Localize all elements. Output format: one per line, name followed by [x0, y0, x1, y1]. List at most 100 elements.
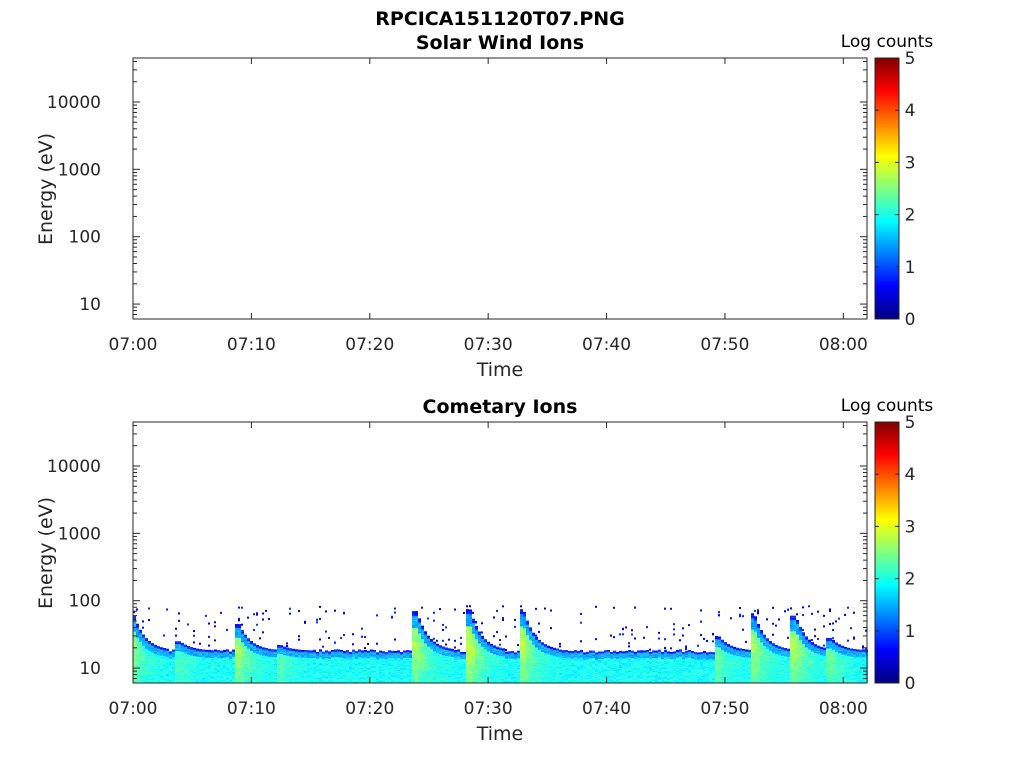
- heatmap-cell: [361, 654, 364, 656]
- heatmap-cell: [451, 677, 454, 679]
- heatmap-cell: [166, 666, 169, 669]
- heatmap-cell: [523, 661, 526, 665]
- heatmap-cell: [376, 663, 379, 665]
- heatmap-cell: [481, 645, 484, 647]
- heatmap-cell: [349, 672, 352, 674]
- heatmap-cell: [313, 666, 316, 668]
- heatmap-cell: [547, 646, 550, 649]
- heatmap-cell: [463, 657, 466, 659]
- heatmap-cell: [199, 655, 202, 658]
- heatmap-cell: [586, 659, 589, 661]
- heatmap-cell: [466, 611, 469, 615]
- heatmap-cell: [403, 655, 406, 658]
- heatmap-cell: [142, 642, 145, 645]
- heatmap-cell: [565, 673, 568, 675]
- heatmap-cell: [211, 672, 214, 674]
- heatmap-cell: [268, 665, 271, 668]
- heatmap-cell: [373, 675, 376, 677]
- heatmap-cell: [208, 671, 211, 674]
- heatmap-cell: [322, 661, 325, 663]
- heatmap-cell: [592, 679, 595, 681]
- heatmap-cell: [379, 650, 382, 652]
- heatmap-cell: [553, 651, 556, 653]
- heatmap-cell: [304, 676, 307, 678]
- heatmap-cell: [445, 653, 448, 655]
- heatmap-cell: [139, 649, 142, 652]
- heatmap-cell: [496, 659, 499, 662]
- heatmap-cell: [256, 677, 259, 680]
- heatmap-cell: [517, 678, 520, 680]
- heatmap-cell: [496, 667, 499, 669]
- heatmap-cell: [604, 669, 607, 672]
- heatmap-cell: [169, 651, 172, 653]
- heatmap-cell: [265, 656, 268, 658]
- heatmap-cell: [148, 663, 151, 665]
- heatmap-cell: [334, 650, 337, 652]
- heatmap-cell: [349, 664, 352, 666]
- heatmap-cell: [586, 667, 589, 669]
- heatmap-cell: [523, 628, 526, 631]
- heatmap-cell: [148, 660, 151, 663]
- heatmap-cell: [436, 639, 438, 642]
- heatmap-cell: [541, 658, 544, 660]
- heatmap-cell: [328, 664, 331, 666]
- heatmap-cell: [292, 651, 295, 653]
- heatmap-cell: [175, 634, 177, 637]
- heatmap-cell: [532, 667, 535, 670]
- heatmap-cell: [343, 674, 346, 676]
- heatmap-cell: [490, 668, 493, 670]
- heatmap-cell: [469, 624, 472, 627]
- heatmap-cell: [214, 680, 217, 682]
- heatmap-cell: [442, 678, 445, 680]
- heatmap-cell: [166, 608, 168, 611]
- heatmap-cell: [478, 652, 481, 654]
- heatmap-cell: [370, 652, 373, 654]
- heatmap-cell: [319, 605, 321, 608]
- heatmap-cell: [241, 668, 244, 671]
- heatmap-cell: [574, 664, 577, 666]
- heatmap-cell: [388, 676, 391, 678]
- heatmap-cell: [430, 681, 433, 683]
- heatmap-cell: [583, 654, 586, 656]
- heatmap-cell: [268, 655, 271, 657]
- heatmap-cell: [346, 650, 349, 652]
- heatmap-cell: [583, 678, 586, 680]
- heatmap-cell: [235, 677, 238, 680]
- heatmap-cell: [343, 671, 346, 673]
- heatmap-cell: [415, 675, 418, 679]
- heatmap-cell: [463, 671, 466, 673]
- heatmap-cell: [145, 647, 148, 649]
- heatmap-cell: [565, 654, 568, 656]
- heatmap-cell: [199, 671, 202, 673]
- heatmap-cell: [547, 679, 550, 681]
- heatmap-cell: [454, 674, 457, 676]
- heatmap-cell: [259, 678, 262, 680]
- heatmap-cell: [271, 668, 274, 670]
- heatmap-cell: [439, 651, 442, 653]
- heatmap-cell: [160, 678, 163, 680]
- heatmap-cell: [436, 662, 439, 664]
- heatmap-cell: [484, 642, 487, 644]
- heatmap-cell: [544, 681, 547, 683]
- heatmap-cell: [184, 671, 187, 673]
- heatmap-cell: [349, 669, 352, 671]
- heatmap-cell: [271, 662, 274, 664]
- heatmap-cell: [247, 662, 250, 664]
- heatmap-cell: [322, 662, 325, 664]
- heatmap-cell: [463, 659, 466, 661]
- heatmap-cell: [526, 628, 529, 632]
- heatmap-cell: [211, 656, 214, 658]
- heatmap-cell: [370, 660, 373, 662]
- heatmap-cell: [565, 679, 568, 681]
- heatmap-cell: [346, 667, 349, 669]
- heatmap-cell: [349, 654, 352, 656]
- heatmap-cell: [157, 669, 160, 671]
- heatmap-cell: [568, 680, 571, 682]
- heatmap-cell: [451, 679, 454, 681]
- heatmap-cell: [280, 655, 283, 657]
- heatmap-cell: [469, 656, 472, 659]
- heatmap-cell: [202, 657, 205, 659]
- heatmap-cell: [286, 675, 289, 678]
- heatmap-cell: [460, 666, 463, 668]
- heatmap-cell: [262, 672, 265, 674]
